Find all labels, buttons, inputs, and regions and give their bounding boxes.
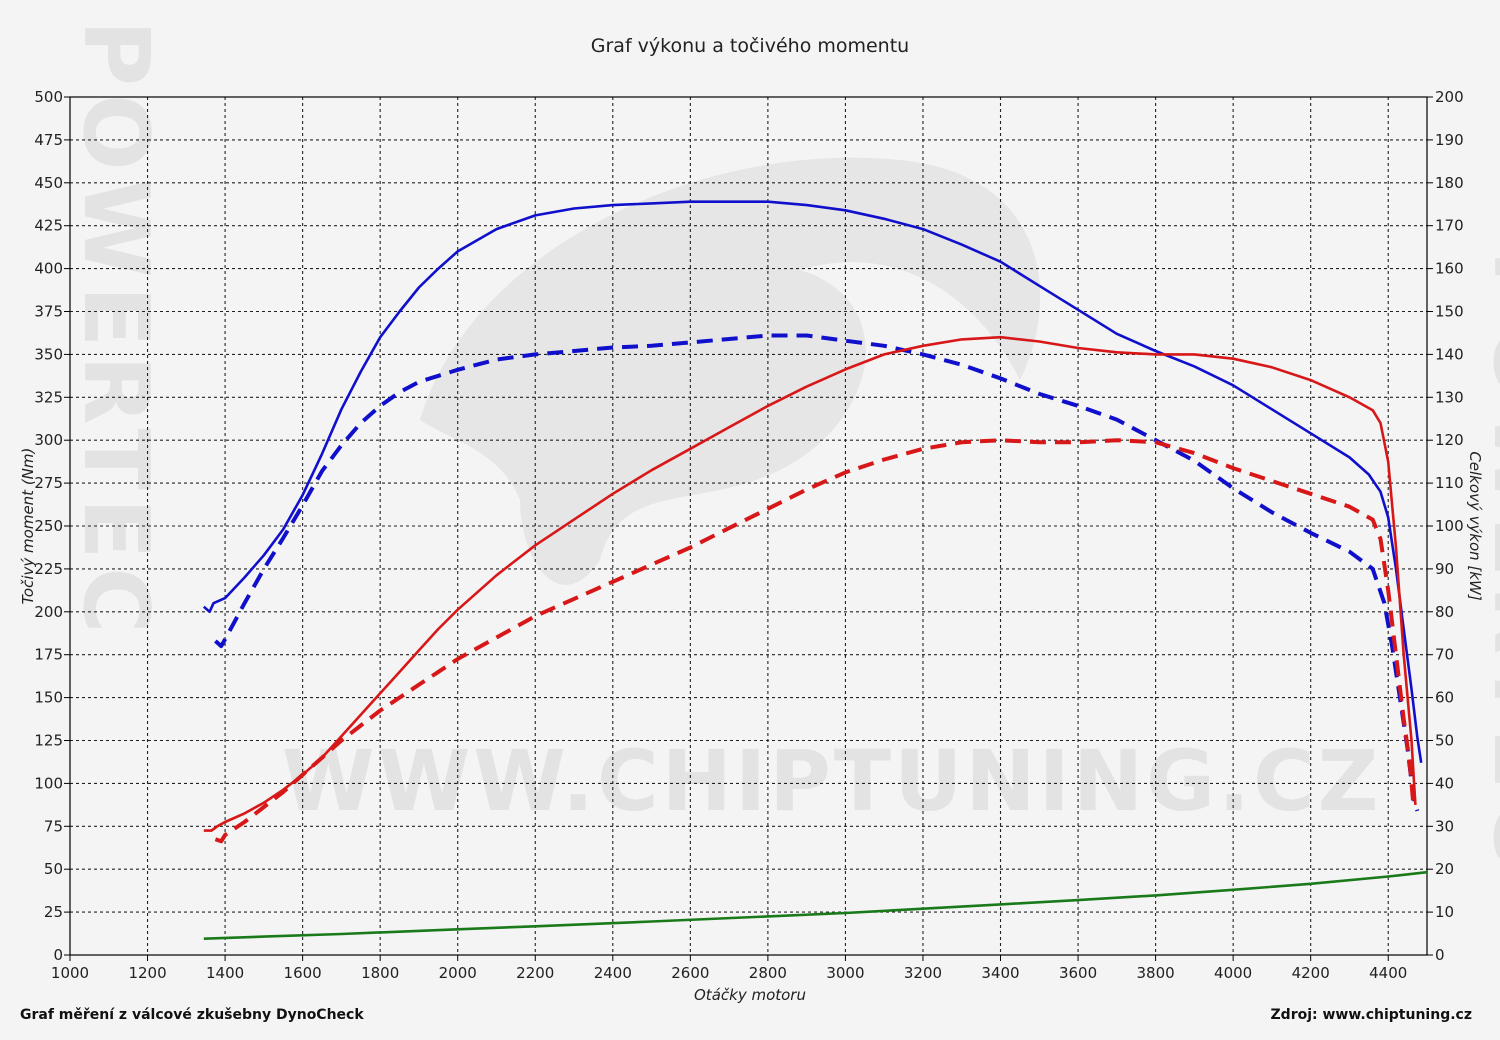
y-tick-label-right: 190: [1435, 131, 1464, 149]
x-tick-label: 4000: [1214, 964, 1252, 982]
chart-title: Graf výkonu a točivého momentu: [591, 35, 909, 57]
series-line-3: [203, 335, 1417, 832]
series-layer: [202, 200, 1428, 940]
x-tick-label: 3400: [981, 964, 1019, 982]
x-tick-label: 2600: [671, 964, 709, 982]
y-axis-title-right: Celkový výkon [kW]: [1466, 451, 1484, 601]
watermark: POWERTEC POWERTEC WWW.CHIPTUNING.CZ: [63, 20, 1500, 871]
grid: [70, 97, 1427, 955]
y-tick-label-left: 425: [34, 217, 63, 235]
series-line-4: [214, 438, 1416, 844]
x-tick-label: 4400: [1369, 964, 1407, 982]
y-tick-label-right: 110: [1435, 474, 1464, 492]
y-tick-label-left: 225: [34, 560, 63, 578]
x-tick-label: 2200: [516, 964, 554, 982]
y-axis-title-left: Točivý moment (Nm): [19, 448, 37, 605]
x-tick-label: 3000: [826, 964, 864, 982]
y-tick-label-left: 100: [34, 774, 63, 792]
x-tick-label: 1400: [206, 964, 244, 982]
y-tick-label-left: 450: [34, 174, 63, 192]
y-tick-label-left: 350: [34, 345, 63, 363]
y-tick-label-right: 80: [1435, 603, 1454, 621]
series-line-5: [203, 870, 1428, 940]
watermark-logo-icon: [420, 157, 1041, 585]
watermark-side-right: POWERTEC: [1473, 250, 1500, 871]
y-tick-label-left: 250: [34, 517, 63, 535]
footer-source-left: Graf měření z válcové zkušebny DynoCheck: [20, 1007, 364, 1023]
y-tick-label-left: 325: [34, 388, 63, 406]
x-axis-title: Otáčky motoru: [694, 986, 806, 1004]
y-tick-label-right: 90: [1435, 560, 1454, 578]
x-tick-label: 1200: [128, 964, 166, 982]
y-tick-label-right: 20: [1435, 860, 1454, 878]
y-tick-label-right: 130: [1435, 388, 1464, 406]
x-tick-label: 3600: [1059, 964, 1097, 982]
y-tick-label-right: 10: [1435, 903, 1454, 921]
x-tick-label: 2800: [749, 964, 787, 982]
y-tick-label-left: 25: [44, 903, 63, 921]
y-tick-label-left: 75: [44, 817, 63, 835]
x-tick-label: 4200: [1292, 964, 1330, 982]
footer-source-right: Zdroj: www.chiptuning.cz: [1271, 1007, 1472, 1023]
y-tick-label-right: 120: [1435, 431, 1464, 449]
y-tick-label-left: 475: [34, 131, 63, 149]
ticks: 1000 1200 1400 1600 1800 2000 2200 2400 2600 2800…: [34, 88, 1463, 982]
y-tick-label-left: 0: [53, 946, 63, 964]
x-tick-label: 2000: [439, 964, 477, 982]
y-tick-label-right: 180: [1435, 174, 1464, 192]
y-tick-label-right: 150: [1435, 303, 1464, 321]
y-tick-label-left: 275: [34, 474, 63, 492]
y-tick-label-left: 150: [34, 689, 63, 707]
series-line-1: [202, 200, 1423, 763]
y-tick-label-right: 160: [1435, 260, 1464, 278]
y-tick-label-right: 40: [1435, 774, 1454, 792]
y-tick-label-right: 170: [1435, 217, 1464, 235]
y-tick-label-right: 100: [1435, 517, 1464, 535]
y-tick-label-left: 175: [34, 646, 63, 664]
x-tick-label: 3800: [1137, 964, 1175, 982]
y-tick-label-left: 375: [34, 303, 63, 321]
y-tick-label-right: 0: [1435, 946, 1445, 964]
y-tick-label-left: 300: [34, 431, 63, 449]
y-tick-label-right: 50: [1435, 732, 1454, 750]
y-tick-label-right: 30: [1435, 817, 1454, 835]
y-tick-label-right: 60: [1435, 689, 1454, 707]
y-tick-label-left: 200: [34, 603, 63, 621]
x-tick-label: 1600: [284, 964, 322, 982]
x-tick-label: 3200: [904, 964, 942, 982]
watermark-url: WWW.CHIPTUNING.CZ: [282, 732, 1382, 830]
y-tick-label-left: 50: [44, 860, 63, 878]
x-tick-label: 2400: [594, 964, 632, 982]
y-tick-label-left: 500: [34, 88, 63, 106]
y-tick-label-left: 125: [34, 732, 63, 750]
y-tick-label-left: 400: [34, 260, 63, 278]
y-tick-label-right: 70: [1435, 646, 1454, 664]
x-tick-label: 1000: [51, 964, 89, 982]
series-line-2: [214, 333, 1420, 812]
watermark-side-left: POWERTEC: [63, 20, 168, 641]
x-tick-label: 1800: [361, 964, 399, 982]
y-tick-label-right: 200: [1435, 88, 1464, 106]
y-tick-label-right: 140: [1435, 345, 1464, 363]
